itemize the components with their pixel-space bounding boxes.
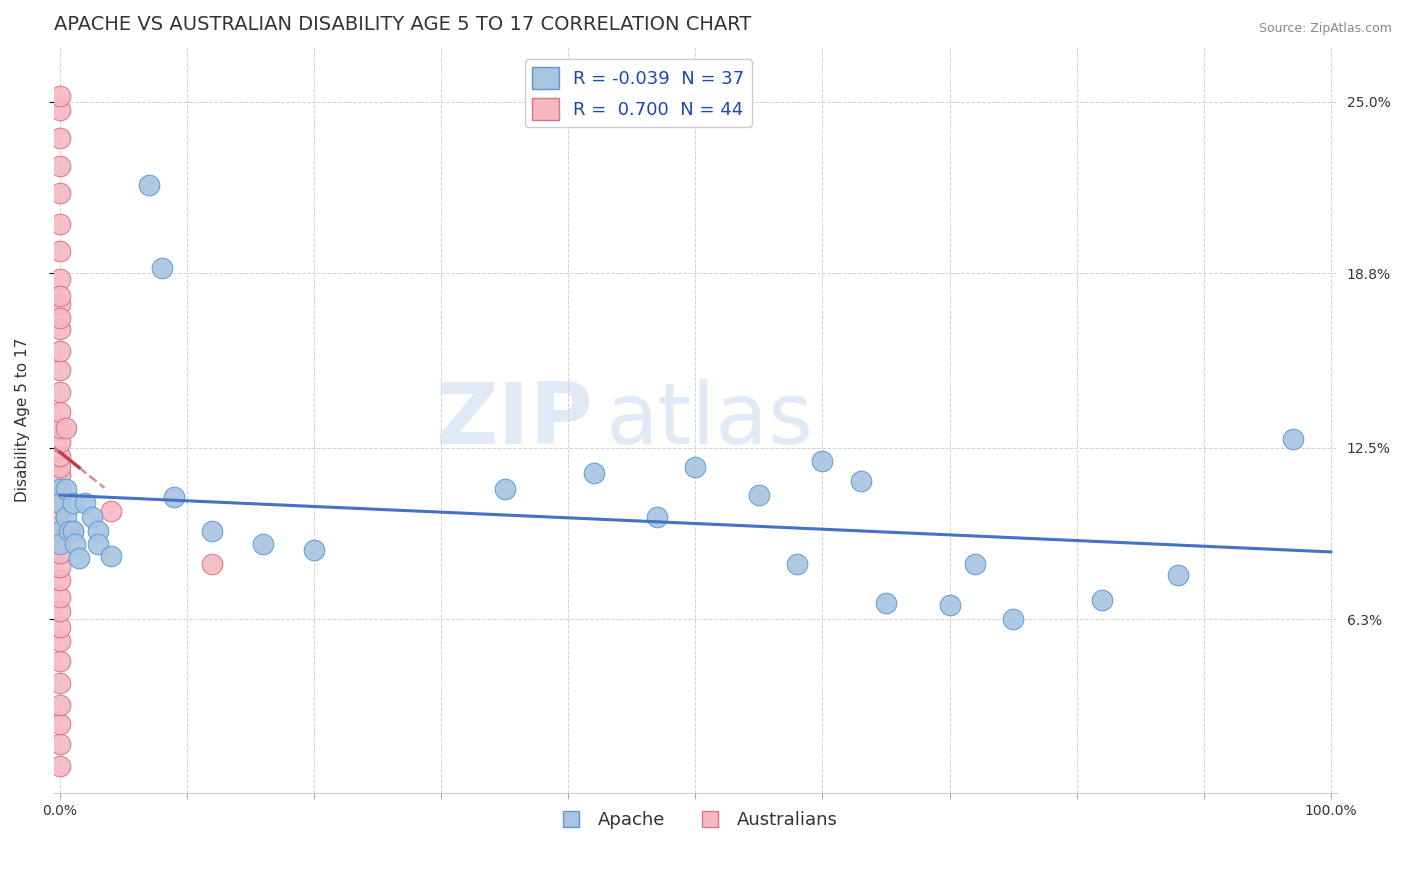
Point [582,466,605,480]
Point [811,454,834,468]
Text: APACHE VS AUSTRALIAN DISABILITY AGE 5 TO 17 CORRELATION CHART: APACHE VS AUSTRALIAN DISABILITY AGE 5 TO… [53,15,751,34]
Legend: Apache, Australians: Apache, Australians [546,805,845,837]
Point [55,421,77,435]
Point [49,737,72,751]
Point [49,496,72,510]
Point [49,675,72,690]
Point [49,546,72,560]
Point [49,217,72,231]
Point [49,654,72,668]
Point [49,288,72,302]
Point [49,758,72,772]
Point [49,435,72,450]
Point [49,524,72,538]
Point [201,557,224,571]
Point [75,496,97,510]
Point [55,482,77,496]
Point [100,549,122,563]
Point [1167,567,1189,582]
Point [138,178,160,192]
Point [49,385,72,400]
Point [49,468,72,483]
Point [49,131,72,145]
Point [875,595,897,609]
Point [938,599,960,613]
Point [49,620,72,634]
Point [494,482,516,496]
Point [62,496,84,510]
Text: Source: ZipAtlas.com: Source: ZipAtlas.com [1258,22,1392,36]
Point [49,534,72,549]
Point [49,559,72,574]
Point [58,524,80,538]
Point [87,537,110,551]
Point [49,460,72,475]
Point [685,460,707,475]
Point [49,159,72,173]
Point [49,421,72,435]
Point [1002,612,1025,626]
Point [49,512,72,526]
Point [49,244,72,259]
Point [49,297,72,311]
Point [49,717,72,731]
Point [49,449,72,463]
Point [49,634,72,648]
Point [55,509,77,524]
Point [87,524,110,538]
Point [49,103,72,118]
Text: ZIP: ZIP [434,378,593,461]
Point [80,509,103,524]
Point [163,491,186,505]
Text: atlas: atlas [606,378,814,461]
Point [201,524,224,538]
Point [100,504,122,518]
Point [49,501,72,516]
Point [67,551,90,566]
Point [62,524,84,538]
Point [49,698,72,712]
Point [252,537,274,551]
Point [49,343,72,358]
Point [49,310,72,325]
Point [786,557,808,571]
Point [1281,433,1303,447]
Point [1091,592,1114,607]
Point [49,89,72,103]
Point [645,509,668,524]
Point [49,482,72,496]
Point [49,524,72,538]
Y-axis label: Disability Age 5 to 17: Disability Age 5 to 17 [15,338,30,502]
Point [63,537,86,551]
Point [849,474,872,488]
Point [49,604,72,618]
Point [49,186,72,201]
Point [49,322,72,336]
Point [49,590,72,604]
Point [49,363,72,377]
Point [49,482,72,496]
Point [150,260,173,275]
Point [49,491,72,505]
Point [49,405,72,419]
Point [49,272,72,286]
Point [302,543,325,558]
Point [49,574,72,588]
Point [62,524,84,538]
Point [49,537,72,551]
Point [748,488,770,502]
Point [963,557,986,571]
